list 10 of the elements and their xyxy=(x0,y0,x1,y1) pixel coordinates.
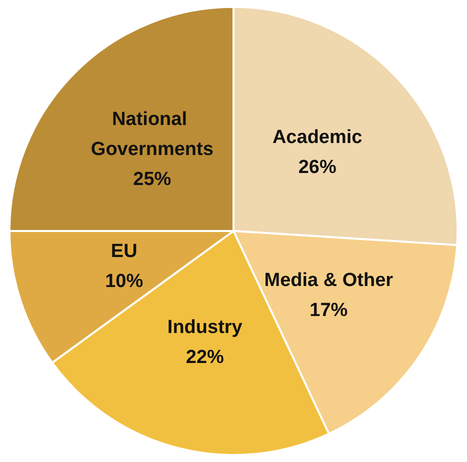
slice-label: Media & Other xyxy=(264,270,394,292)
slice-label: Academic xyxy=(272,126,363,148)
data-label: 22% xyxy=(186,346,224,368)
data-label: 17% xyxy=(310,300,348,322)
slice-label: EU xyxy=(110,241,138,262)
slice-label: Industry xyxy=(167,316,243,338)
slice-label: National Governments xyxy=(90,109,214,160)
data-label: 25% xyxy=(133,169,172,190)
data-label: 26% xyxy=(298,156,336,178)
data-label: 10% xyxy=(105,271,144,292)
